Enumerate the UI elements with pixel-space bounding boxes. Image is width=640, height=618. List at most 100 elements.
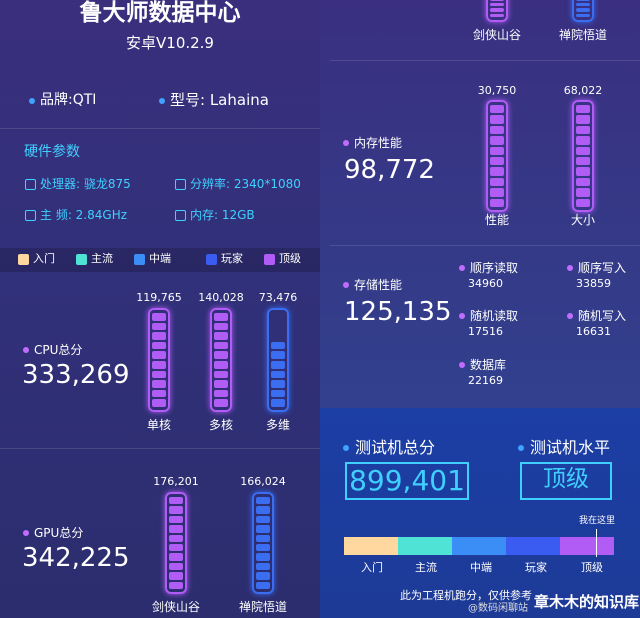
bar-value: 140,028	[198, 291, 244, 304]
bar-value: 176,201	[153, 475, 199, 488]
storage-value: 34960	[468, 277, 503, 290]
hardware-item: 处理器: 骁龙875	[40, 177, 131, 191]
marker: 我在这里	[578, 516, 616, 526]
brand: 品牌:QTI	[40, 92, 97, 108]
bar-segment	[576, 2, 590, 7]
bar-frame	[267, 308, 289, 412]
scale-segment	[398, 537, 452, 555]
bar-segment	[490, 146, 504, 155]
bar-label: 多核	[208, 418, 234, 432]
bar-segment	[576, 125, 590, 135]
storage-label: 顺序读取	[470, 261, 519, 275]
bar-segment	[169, 562, 183, 571]
bar-segment	[152, 322, 166, 331]
bullet	[343, 282, 349, 288]
bar-segment	[576, 0, 590, 1]
bar-segment	[152, 370, 166, 379]
bar-label: 剑侠山谷	[151, 600, 201, 614]
section-title: GPU总分	[34, 526, 84, 540]
bar-frame	[252, 492, 274, 594]
bar-segment	[490, 198, 504, 207]
bar-segment	[169, 553, 183, 561]
bar-segment	[169, 525, 183, 533]
bar-label: 性能	[484, 213, 510, 227]
bar-segment	[256, 544, 270, 552]
bar-label: 单核	[146, 418, 172, 432]
bar-segment	[152, 313, 166, 321]
divider	[0, 128, 320, 129]
bar-segment	[169, 534, 183, 542]
bar-segment	[576, 157, 590, 166]
bar-segment	[256, 572, 270, 580]
bar-segment	[271, 370, 285, 379]
divider	[0, 448, 320, 449]
bullet	[29, 98, 35, 104]
bar-segment	[214, 351, 228, 359]
bullet	[459, 362, 465, 368]
legend-swatch	[206, 254, 217, 265]
scale-segment	[452, 537, 506, 555]
bar-segment	[256, 515, 270, 524]
section-title: 存储性能	[354, 278, 403, 292]
total-score: 899,401	[349, 464, 465, 497]
legend-swatch	[76, 254, 87, 265]
bar-segment	[214, 341, 228, 350]
bar-value: 68,022	[563, 84, 603, 97]
legend-label: 玩家	[221, 252, 243, 265]
scale-segment	[560, 537, 614, 555]
scale-label: 顶级	[581, 561, 603, 574]
bar-frame	[148, 308, 170, 412]
result-title: 测试机总分	[355, 438, 436, 457]
divider	[330, 245, 640, 246]
bar-segment	[490, 105, 504, 114]
bar-segment	[256, 562, 270, 571]
version: 安卓V10.2.9	[126, 34, 214, 52]
bar-frame	[486, 0, 508, 22]
bar-label: 禅院悟道	[558, 28, 608, 42]
bullet	[343, 140, 349, 146]
bar-segment	[152, 351, 166, 359]
bar-segment	[256, 497, 270, 505]
legend-label: 顶级	[279, 252, 301, 265]
bar-segment	[152, 389, 166, 398]
bar-segment	[490, 0, 504, 1]
bar-segment	[576, 188, 590, 197]
bar-segment	[490, 13, 504, 17]
bar-segment	[490, 177, 504, 187]
bar-segment	[271, 361, 285, 369]
bar-segment	[271, 399, 285, 407]
hardware-item: 内存: 12GB	[190, 208, 255, 222]
storage-value: 33859	[576, 277, 611, 290]
bar-frame	[572, 100, 594, 212]
section-title: CPU总分	[34, 343, 83, 357]
icon	[25, 179, 36, 190]
bullet	[567, 313, 573, 319]
score: 342,225	[22, 543, 130, 573]
legend-swatch	[18, 254, 29, 265]
bar-segment	[214, 380, 228, 388]
bar-segment	[169, 581, 183, 589]
scale-label: 入门	[361, 561, 383, 574]
bar-segment	[576, 115, 590, 124]
result-title: 测试机水平	[530, 438, 611, 457]
bullet	[459, 313, 465, 319]
scale-label: 主流	[415, 561, 437, 574]
score: 333,269	[22, 360, 130, 390]
storage-label: 随机读取	[470, 309, 519, 323]
icon	[175, 179, 186, 190]
bar-segment	[256, 581, 270, 589]
level: 顶级	[543, 466, 589, 492]
bar-frame	[165, 492, 187, 594]
storage-label: 数据库	[470, 358, 507, 372]
storage-label: 顺序写入	[578, 261, 627, 275]
marker-line	[596, 529, 597, 557]
watermark: 章木木的知识库	[534, 593, 640, 611]
bar-segment	[152, 341, 166, 350]
bar-segment	[152, 361, 166, 369]
bar-segment	[152, 380, 166, 388]
hardware-item: 主 频: 2.84GHz	[40, 208, 128, 222]
bar-frame	[572, 0, 594, 22]
app-title: 鲁大师数据中心	[79, 0, 241, 26]
storage-value: 22169	[468, 374, 503, 387]
